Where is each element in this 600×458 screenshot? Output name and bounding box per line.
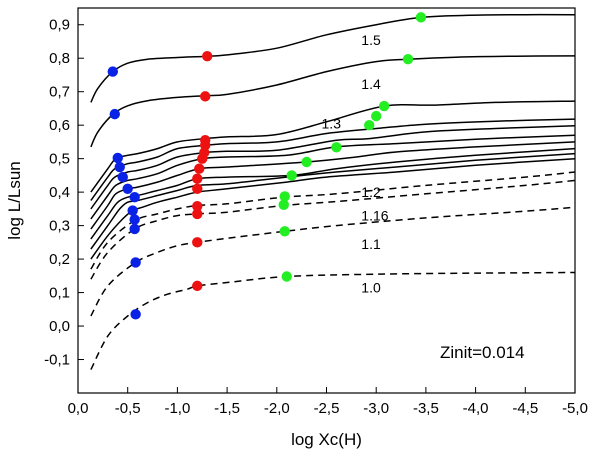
x-tick-label: -2,0: [264, 400, 290, 417]
y-tick-label: 0,1: [49, 285, 70, 302]
green-marker: [278, 199, 289, 211]
red-marker: [202, 51, 213, 62]
track-line-track6: [90, 152, 576, 250]
blue-marker: [127, 205, 138, 216]
blue-marker: [129, 223, 140, 235]
metallicity-annotation: Zinit=0.014: [440, 343, 525, 362]
green-marker: [402, 54, 414, 65]
green-marker: [415, 12, 427, 23]
y-tick-label: 0,5: [49, 151, 70, 168]
blue-marker: [122, 183, 133, 194]
markers: [107, 12, 427, 320]
track-line-track9: [90, 134, 576, 220]
blue-marker: [129, 214, 140, 225]
track-label: 1.2: [361, 184, 381, 200]
series-lines: [90, 13, 576, 370]
track-label: 1.5: [361, 32, 381, 48]
x-tick-label: -0,5: [115, 400, 141, 417]
track-line-1-1: [90, 206, 576, 317]
x-tick-label: -3,5: [413, 400, 439, 417]
x-tick-label: -4,0: [463, 400, 489, 417]
plot-frame: [77, 7, 576, 394]
red-marker: [194, 163, 205, 174]
red-marker: [192, 280, 203, 292]
red-marker: [200, 91, 211, 102]
x-tick-label: -2,5: [314, 400, 340, 417]
track-line-1-5: [90, 13, 576, 103]
x-axis-title: log Xc(H): [291, 430, 362, 449]
y-tick-label: -0,1: [44, 352, 70, 369]
track-line-track8: [90, 141, 576, 230]
blue-marker: [130, 257, 141, 268]
red-marker: [192, 173, 203, 184]
x-tick-label: -4,5: [512, 400, 538, 417]
y-tick-label: 0,7: [49, 84, 70, 101]
y-tick-label: 0,9: [49, 17, 70, 34]
blue-marker: [107, 66, 118, 77]
y-tick-label: 0,4: [49, 184, 70, 201]
y-tick-label: 0,0: [49, 318, 70, 335]
green-marker: [281, 271, 292, 282]
track-label: 1.0: [361, 280, 381, 296]
track-line-1-0: [90, 271, 576, 370]
track-line-1-2: [90, 171, 576, 270]
y-tick-label: 0,6: [49, 117, 70, 134]
y-axis-title: log L/Lsun: [5, 161, 24, 239]
x-tick-label: 0,0: [68, 400, 89, 417]
x-tick-label: -1,0: [164, 400, 190, 417]
track-label: 1.16: [361, 207, 388, 223]
y-tick-label: 0,2: [49, 251, 70, 268]
red-marker: [192, 200, 203, 212]
track-labels: 1.5 1.4 1.3 1.2 1.16 1.1 1.0: [322, 32, 389, 296]
blue-marker: [117, 171, 128, 183]
x-tick-label: -3,0: [363, 400, 389, 417]
blue-marker: [129, 191, 140, 203]
green-marker: [364, 119, 375, 131]
blue-marker: [112, 152, 123, 164]
green-marker: [371, 110, 382, 122]
green-marker: [331, 142, 342, 153]
green-marker: [378, 100, 390, 112]
red-marker: [192, 183, 203, 194]
green-marker: [279, 226, 290, 237]
track-line-track7: [90, 147, 576, 240]
x-tick-label: -5,0: [562, 400, 588, 417]
green-marker: [279, 191, 290, 202]
y-tick-label: 0,3: [49, 218, 70, 235]
track-line-track5: [90, 157, 576, 260]
red-marker: [192, 237, 203, 248]
green-marker: [286, 170, 297, 181]
track-label: 1.3: [322, 116, 342, 132]
track-line-1-16: [90, 179, 576, 280]
blue-marker: [130, 309, 141, 320]
red-marker: [192, 208, 203, 220]
blue-marker: [114, 161, 125, 173]
blue-marker: [109, 108, 120, 120]
green-marker: [301, 156, 312, 168]
y-tick-label: 0,8: [49, 50, 70, 67]
track-label: 1.4: [361, 76, 381, 92]
track-label: 1.1: [361, 236, 381, 252]
x-tick-label: -1,5: [214, 400, 240, 417]
red-marker: [200, 135, 211, 146]
axis-ticks: 0,0 -0,5 -1,0 -1,5 -2,0 -2,5 -3,0 -3,5 -4,0 -4,5 -…: [44, 17, 588, 417]
